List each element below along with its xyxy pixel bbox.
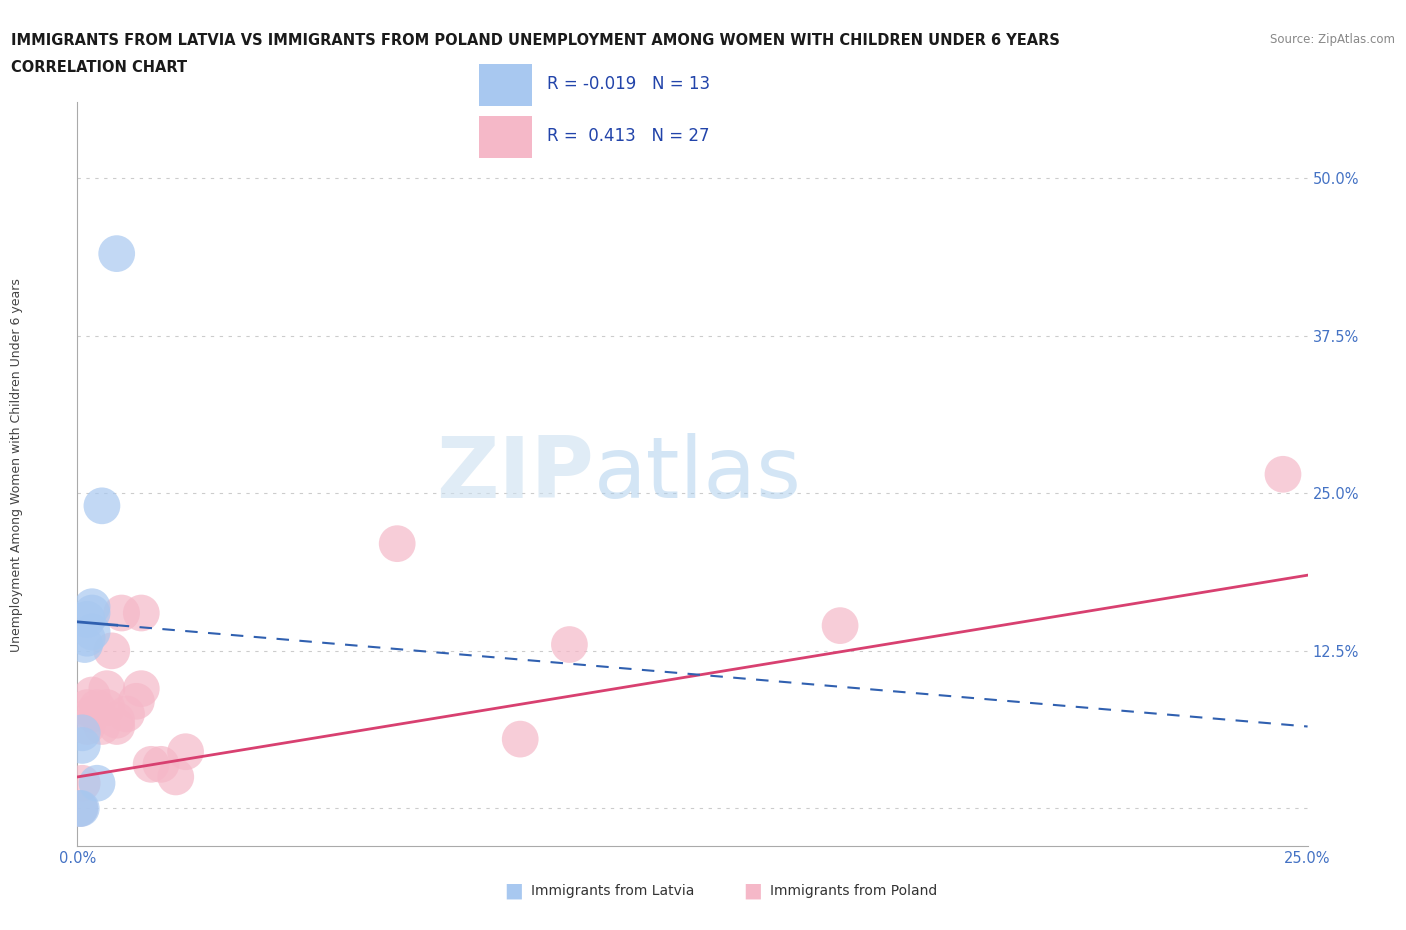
- Point: [111, 605, 132, 620]
- Text: IMMIGRANTS FROM LATVIA VS IMMIGRANTS FROM POLAND UNEMPLOYMENT AMONG WOMEN WITH C: IMMIGRANTS FROM LATVIA VS IMMIGRANTS FRO…: [11, 33, 1060, 47]
- Point: [105, 719, 128, 734]
- Point: [129, 682, 153, 697]
- Point: [129, 605, 153, 620]
- FancyBboxPatch shape: [479, 63, 533, 106]
- Text: Unemployment Among Women with Children Under 6 years: Unemployment Among Women with Children U…: [10, 278, 24, 652]
- Text: R = -0.019   N = 13: R = -0.019 N = 13: [547, 74, 710, 93]
- Point: [125, 694, 148, 709]
- Point: [96, 682, 118, 697]
- Point: [385, 537, 409, 551]
- Point: [115, 707, 138, 722]
- Point: [82, 599, 104, 614]
- Point: [73, 637, 96, 652]
- Text: ZIP: ZIP: [436, 432, 595, 516]
- Text: atlas: atlas: [595, 432, 801, 516]
- Point: [1272, 467, 1295, 482]
- Point: [82, 605, 104, 620]
- Point: [86, 776, 108, 790]
- Point: [69, 801, 91, 816]
- Point: [76, 719, 98, 734]
- Point: [150, 757, 173, 772]
- Text: ▪: ▪: [503, 876, 523, 906]
- Point: [82, 624, 104, 639]
- Point: [174, 744, 197, 759]
- Point: [830, 618, 852, 633]
- Point: [165, 769, 187, 784]
- Text: Immigrants from Poland: Immigrants from Poland: [770, 884, 938, 898]
- Point: [90, 719, 114, 734]
- Text: CORRELATION CHART: CORRELATION CHART: [11, 60, 187, 75]
- Point: [105, 712, 128, 727]
- Text: Immigrants from Latvia: Immigrants from Latvia: [531, 884, 695, 898]
- Text: R =  0.413   N = 27: R = 0.413 N = 27: [547, 127, 710, 145]
- Point: [82, 687, 104, 702]
- Point: [96, 700, 118, 715]
- Point: [70, 801, 93, 816]
- Point: [86, 700, 108, 715]
- Point: [76, 700, 98, 715]
- Point: [141, 757, 163, 772]
- Text: Source: ZipAtlas.com: Source: ZipAtlas.com: [1270, 33, 1395, 46]
- Point: [76, 612, 98, 627]
- Point: [90, 498, 114, 513]
- Point: [101, 644, 124, 658]
- Point: [70, 776, 93, 790]
- Point: [70, 738, 93, 753]
- Point: [82, 707, 104, 722]
- Point: [509, 732, 531, 747]
- Point: [105, 246, 128, 261]
- Text: ▪: ▪: [742, 876, 762, 906]
- Point: [70, 725, 93, 740]
- Point: [69, 801, 91, 816]
- Point: [76, 631, 98, 645]
- FancyBboxPatch shape: [479, 116, 533, 158]
- Point: [558, 637, 581, 652]
